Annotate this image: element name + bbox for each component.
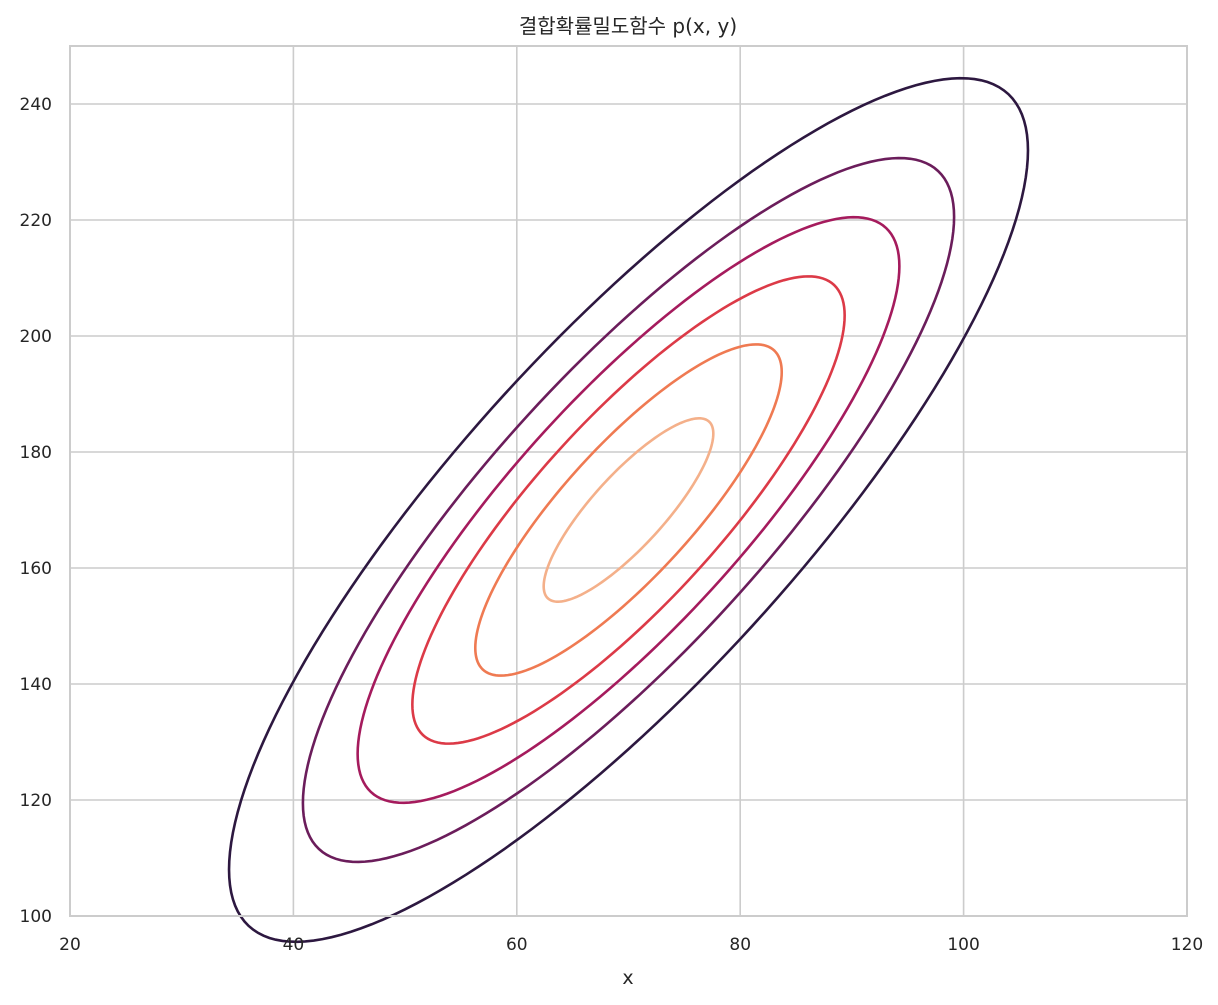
x-tick-labels: 20 40 60 80 100 120	[59, 935, 1203, 955]
contour-line-4	[411, 275, 846, 745]
grid-lines	[70, 46, 1187, 916]
contour-line-6	[542, 417, 715, 603]
y-tick-label: 100	[20, 907, 52, 927]
y-tick-labels: 100 120 140 160 180 200 220 240	[20, 95, 52, 927]
y-tick-label: 200	[20, 327, 52, 347]
contour-line-5	[473, 343, 784, 677]
plot-frame	[69, 45, 1188, 917]
y-tick-label: 120	[20, 791, 52, 811]
x-tick-label: 40	[283, 935, 305, 955]
contour-line-1	[227, 76, 1030, 944]
x-tick-label: 120	[1171, 935, 1203, 955]
contour-lines	[227, 76, 1030, 944]
x-tick-label: 100	[947, 935, 979, 955]
y-tick-label: 160	[20, 559, 52, 579]
x-tick-label: 20	[59, 935, 81, 955]
y-tick-label: 220	[20, 211, 52, 231]
y-tick-label: 240	[20, 95, 52, 115]
y-tick-label: 140	[20, 675, 52, 695]
x-axis-label: x	[622, 967, 633, 989]
chart-title: 결합확률밀도함수 p(x, y)	[519, 14, 737, 38]
y-tick-label: 180	[20, 443, 52, 463]
contour-line-3	[356, 215, 901, 805]
contour-line-2	[301, 156, 956, 864]
x-tick-label: 80	[729, 935, 751, 955]
x-tick-label: 60	[506, 935, 528, 955]
